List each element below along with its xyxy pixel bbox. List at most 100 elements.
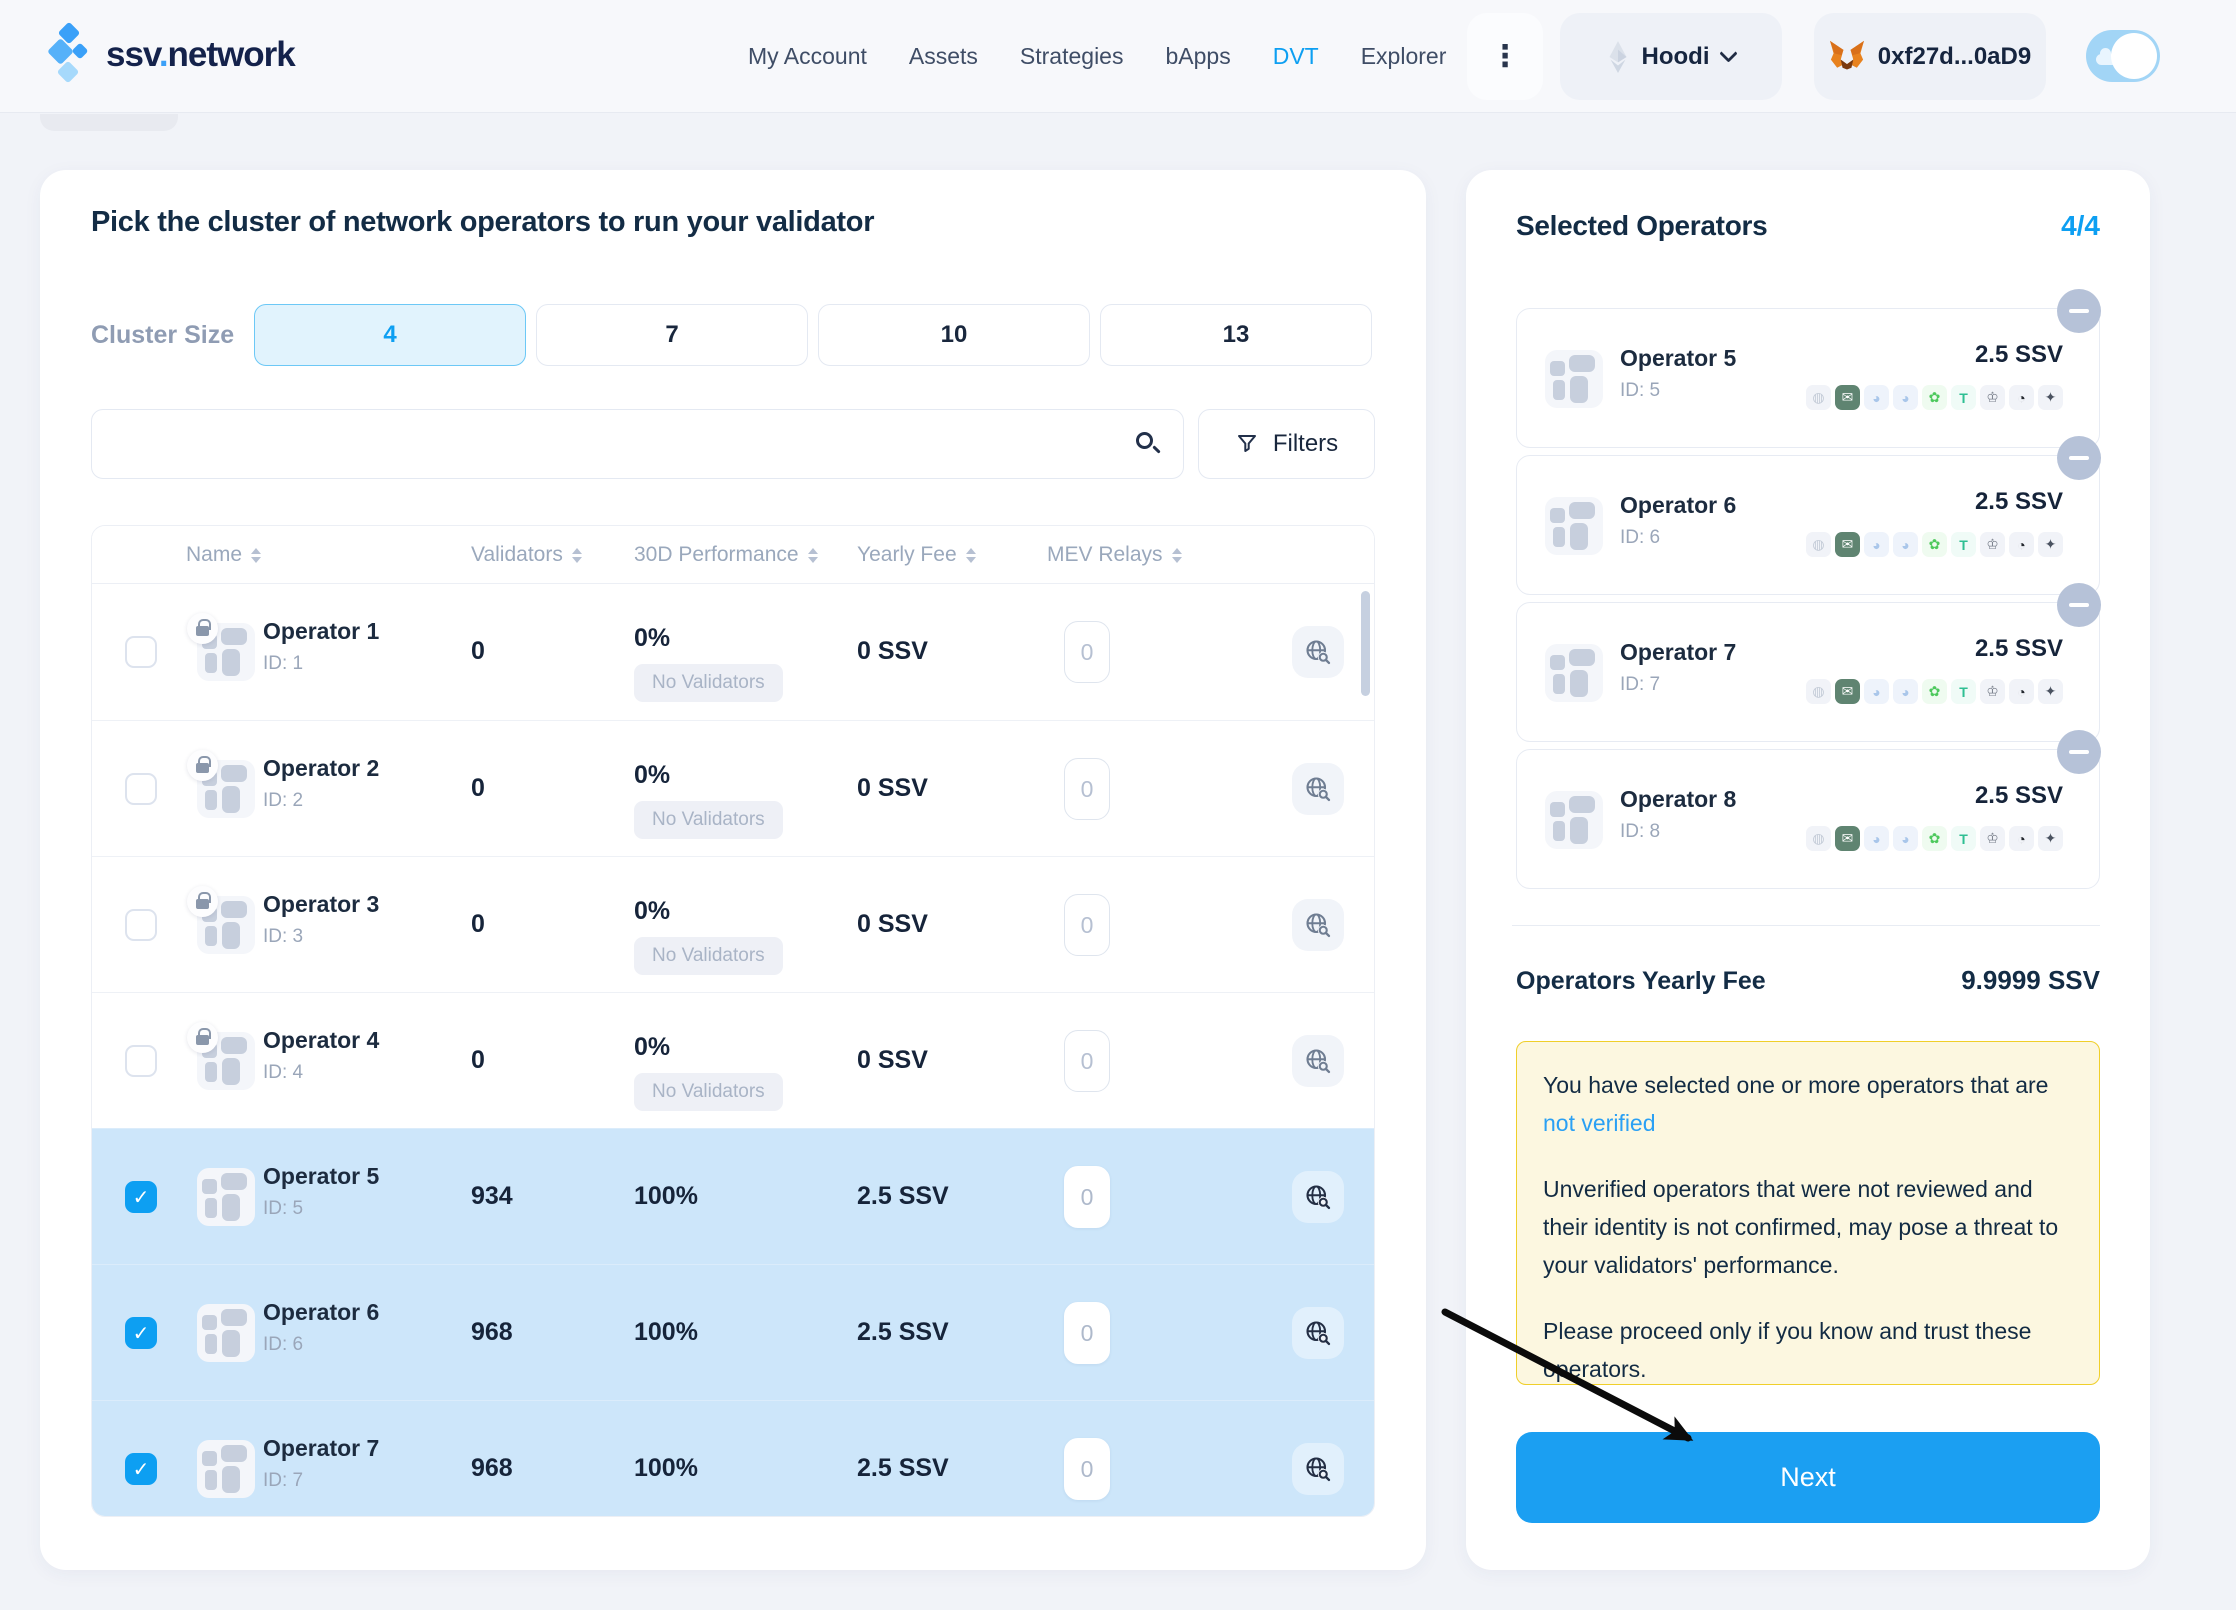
mev-relays-count: 0 [1064, 758, 1110, 820]
remove-operator-button[interactable] [2057, 583, 2101, 627]
explorer-icon[interactable] [1292, 1443, 1344, 1495]
search-input[interactable] [116, 410, 1106, 478]
toggle-knob [2111, 33, 2157, 79]
relay-icon-gray-circle: ◍ [1806, 385, 1831, 410]
performance-value: 100% [634, 1182, 698, 1210]
mev-relay-icons: ◍ ✉ ◕ ◕ ✿ T ♔ ◔ ✦ [1806, 385, 2063, 410]
operator-id: ID: 5 [263, 1198, 304, 1219]
remove-operator-button[interactable] [2057, 289, 2101, 333]
operator-avatar [187, 1022, 255, 1090]
no-validators-badge: No Validators [634, 1073, 783, 1111]
column-header-validators[interactable]: Validators [471, 526, 582, 584]
relay-icon-eagle: ✦ [2038, 679, 2063, 704]
remove-operator-button[interactable] [2057, 436, 2101, 480]
column-header-name[interactable]: Name [186, 526, 262, 584]
search-icon [1136, 432, 1153, 449]
row-checkbox[interactable]: ✓ [125, 1181, 157, 1213]
relay-icon-blue-swirl-2: ◕ [1893, 385, 1918, 410]
no-validators-badge: No Validators [634, 664, 783, 702]
nav-item-assets[interactable]: Assets [908, 43, 978, 69]
relay-icon-crown: ♔ [1980, 385, 2005, 410]
table-row-operator-6[interactable]: ✓ Operator 6 ID: 6 968 100% 2.5 SSV 0 [92, 1264, 1374, 1400]
sort-icon [807, 547, 818, 563]
operator-id: ID: 7 [263, 1470, 304, 1491]
nav-item-strategies[interactable]: Strategies [1019, 43, 1124, 69]
scrolled-element-partial [40, 114, 178, 131]
explorer-icon[interactable] [1292, 1171, 1344, 1223]
column-header-30d-performance[interactable]: 30D Performance [634, 526, 818, 584]
operator-fee: 2.5 SSV [1974, 488, 2063, 515]
cluster-size-option-10[interactable]: 10 [818, 304, 1090, 366]
table-row-operator-4[interactable]: Operator 4 ID: 4 0 0% No Validators 0 SS… [92, 992, 1374, 1128]
explorer-icon[interactable] [1292, 763, 1344, 815]
operator-avatar [1545, 644, 1603, 702]
table-scrollbar[interactable] [1361, 591, 1370, 696]
relay-icon-green-envelope: ✉ [1835, 532, 1860, 557]
warning-para3: Please proceed only if you know and trus… [1543, 1318, 2032, 1382]
chevron-down-icon [1719, 44, 1739, 63]
lock-icon [187, 1022, 218, 1053]
column-header-mev-relays[interactable]: MEV Relays [1047, 526, 1182, 584]
mev-relays-count: 0 [1064, 1030, 1110, 1092]
relay-icon-green-leaf: ✿ [1922, 532, 1947, 557]
filters-label: Filters [1272, 430, 1339, 457]
operator-fee: 2.5 SSV [1974, 782, 2063, 809]
table-row-operator-3[interactable]: Operator 3 ID: 3 0 0% No Validators 0 SS… [92, 856, 1374, 992]
operator-name: Operator 5 [263, 1163, 380, 1189]
operator-name: Operator 5 [1620, 345, 1737, 371]
yearly-fee-value: 2.5 SSV [857, 1454, 949, 1482]
globe-search-glyph [1306, 1049, 1331, 1074]
ethereum-icon [1609, 40, 1626, 73]
row-checkbox[interactable]: ✓ [125, 1453, 157, 1485]
operator-search [91, 409, 1184, 479]
globe-search-glyph [1306, 1321, 1331, 1346]
table-row-operator-1[interactable]: Operator 1 ID: 1 0 0% No Validators 0 SS… [92, 584, 1374, 720]
column-header-yearly-fee[interactable]: Yearly Fee [857, 526, 976, 584]
relay-icon-green-envelope: ✉ [1835, 385, 1860, 410]
operator-id: ID: 3 [263, 926, 304, 947]
relay-icon-dark-swirl: ◔ [2009, 679, 2034, 704]
more-menu-button[interactable]: ⋮ [1467, 13, 1543, 100]
selected-card-operator-7: Operator 7 ID: 7 2.5 SSV ◍ ✉ ◕ ◕ ✿ T ♔ ◔ ✦ [1516, 583, 2101, 742]
operator-id: ID: 7 [1620, 674, 1661, 695]
row-checkbox[interactable] [125, 636, 157, 668]
column-label: 30D Performance [634, 543, 799, 566]
metamask-fox-icon [1829, 40, 1864, 70]
top-navbar: ssv.network My Account Assets Strategies bA… [0, 0, 2236, 113]
next-button[interactable]: Next [1516, 1432, 2100, 1523]
row-checkbox[interactable] [125, 909, 157, 941]
explorer-icon[interactable] [1292, 1035, 1344, 1087]
explorer-icon[interactable] [1292, 899, 1344, 951]
mev-relays-count: 0 [1064, 1166, 1110, 1228]
row-checkbox[interactable] [125, 773, 157, 805]
cluster-size-option-4[interactable]: 4 [254, 304, 526, 366]
table-row-operator-2[interactable]: Operator 2 ID: 2 0 0% No Validators 0 SS… [92, 720, 1374, 856]
table-row-operator-5[interactable]: ✓ Operator 5 ID: 5 934 100% 2.5 SSV 0 [92, 1128, 1374, 1264]
theme-toggle[interactable] [2086, 30, 2160, 82]
cluster-size-option-7[interactable]: 7 [536, 304, 808, 366]
row-checkbox[interactable] [125, 1045, 157, 1077]
relay-icon-dark-swirl: ◔ [2009, 385, 2034, 410]
not-verified-link[interactable]: not verified [1543, 1110, 1656, 1136]
relay-icon-titan-t: T [1951, 679, 1976, 704]
nav-item-dvt[interactable]: DVT [1272, 43, 1319, 69]
relay-icon-gray-circle: ◍ [1806, 532, 1831, 557]
cluster-size-option-13[interactable]: 13 [1100, 304, 1372, 366]
relay-icon-blue-swirl-1: ◕ [1864, 532, 1889, 557]
network-selector[interactable]: Hoodi [1560, 13, 1782, 100]
nav-item-my-account[interactable]: My Account [748, 43, 867, 69]
mev-relay-icons: ◍ ✉ ◕ ◕ ✿ T ♔ ◔ ✦ [1806, 532, 2063, 557]
relay-icon-titan-t: T [1951, 385, 1976, 410]
table-row-operator-7[interactable]: ✓ Operator 7 ID: 7 968 100% 2.5 SSV 0 [92, 1400, 1374, 1516]
remove-operator-button[interactable] [2057, 730, 2101, 774]
explorer-icon[interactable] [1292, 1307, 1344, 1359]
performance-value: 0% [634, 761, 671, 789]
relay-icon-crown: ♔ [1980, 826, 2005, 851]
ssv-network-logo[interactable]: ssv.network [47, 21, 296, 86]
nav-item-explorer[interactable]: Explorer [1360, 43, 1447, 69]
explorer-icon[interactable] [1292, 626, 1344, 678]
filters-button[interactable]: Filters [1198, 409, 1375, 479]
row-checkbox[interactable]: ✓ [125, 1317, 157, 1349]
nav-item-bapps[interactable]: bApps [1165, 43, 1231, 69]
wallet-button[interactable]: 0xf27d...0aD9 [1814, 13, 2046, 100]
